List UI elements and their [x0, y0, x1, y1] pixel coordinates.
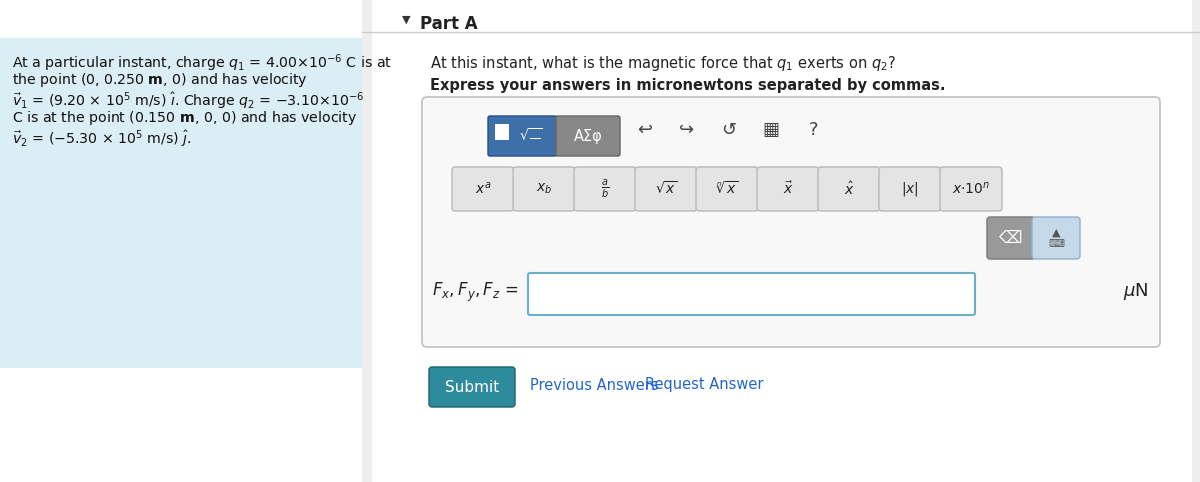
Text: ?: ?: [809, 121, 817, 139]
Text: AΣφ: AΣφ: [574, 129, 602, 144]
Text: C is at the point (0.150 $\bf{m}$, 0, 0) and has velocity: C is at the point (0.150 $\bf{m}$, 0, 0)…: [12, 109, 358, 127]
FancyBboxPatch shape: [574, 167, 636, 211]
Text: ⌫: ⌫: [1000, 229, 1022, 247]
Text: ▼: ▼: [402, 15, 410, 25]
Text: Previous Answers: Previous Answers: [530, 377, 659, 392]
Text: Submit: Submit: [445, 379, 499, 394]
Text: $\vec{x}$: $\vec{x}$: [782, 181, 793, 197]
FancyBboxPatch shape: [430, 367, 515, 407]
Text: $\hat{x}$: $\hat{x}$: [844, 180, 854, 198]
FancyBboxPatch shape: [696, 167, 758, 211]
Text: ↪: ↪: [679, 121, 695, 139]
FancyBboxPatch shape: [878, 167, 941, 211]
Text: $x_b$: $x_b$: [536, 182, 552, 196]
Text: $\frac{a}{b}$: $\frac{a}{b}$: [601, 178, 610, 200]
FancyBboxPatch shape: [488, 116, 557, 156]
FancyBboxPatch shape: [452, 167, 514, 211]
Text: Request Answer: Request Answer: [646, 377, 763, 392]
Bar: [0, 38, 362, 368]
Text: ▦: ▦: [762, 121, 780, 139]
Text: At a particular instant, charge $q_1$ = 4.00×10$^{-6}$ C is at: At a particular instant, charge $q_1$ = …: [12, 52, 392, 74]
FancyBboxPatch shape: [940, 167, 1002, 211]
FancyBboxPatch shape: [528, 273, 974, 315]
Text: At this instant, what is the magnetic force that $q_1$ exerts on $q_2$?: At this instant, what is the magnetic fo…: [430, 54, 896, 73]
Bar: [372, 0, 1192, 482]
Text: $\vec{v}_2$ = (−5.30 × 10$^5$ m/s) $\hat{\jmath}$.: $\vec{v}_2$ = (−5.30 × 10$^5$ m/s) $\hat…: [12, 128, 192, 149]
FancyBboxPatch shape: [1032, 217, 1080, 259]
Text: ↺: ↺: [721, 121, 737, 139]
FancyBboxPatch shape: [514, 167, 575, 211]
Text: $x^a$: $x^a$: [475, 181, 491, 197]
FancyBboxPatch shape: [422, 97, 1160, 347]
Text: $\sqrt{\overline{\ \ }}$: $\sqrt{\overline{\ \ }}$: [518, 128, 542, 145]
Bar: [496, 124, 509, 140]
Text: ↩: ↩: [637, 121, 653, 139]
Text: $\sqrt[n]{x}$: $\sqrt[n]{x}$: [715, 181, 738, 198]
Text: ▲
⌨: ▲ ⌨: [1048, 227, 1064, 249]
Text: $\sqrt{x}$: $\sqrt{x}$: [655, 181, 677, 198]
FancyBboxPatch shape: [556, 116, 620, 156]
FancyBboxPatch shape: [818, 167, 880, 211]
Text: $|x|$: $|x|$: [901, 180, 919, 198]
Text: $\mu$N: $\mu$N: [1123, 281, 1148, 303]
FancyBboxPatch shape: [635, 167, 697, 211]
Text: $\vec{v}_1$ = (9.20 × 10$^5$ m/s) $\hat{\imath}$. Charge $q_2$ = −3.10×10$^{-6}$: $\vec{v}_1$ = (9.20 × 10$^5$ m/s) $\hat{…: [12, 90, 365, 111]
FancyBboxPatch shape: [986, 217, 1034, 259]
FancyBboxPatch shape: [757, 167, 818, 211]
Text: the point (0, 0.250 $\bf{m}$, 0) and has velocity: the point (0, 0.250 $\bf{m}$, 0) and has…: [12, 71, 308, 89]
Text: Express your answers in micronewtons separated by commas.: Express your answers in micronewtons sep…: [430, 78, 946, 93]
Text: $x{\cdot}10^n$: $x{\cdot}10^n$: [952, 181, 990, 197]
Text: Part A: Part A: [420, 15, 478, 33]
Bar: [362, 0, 1200, 482]
Text: $F_x, F_y, F_z$ =: $F_x, F_y, F_z$ =: [432, 281, 518, 304]
